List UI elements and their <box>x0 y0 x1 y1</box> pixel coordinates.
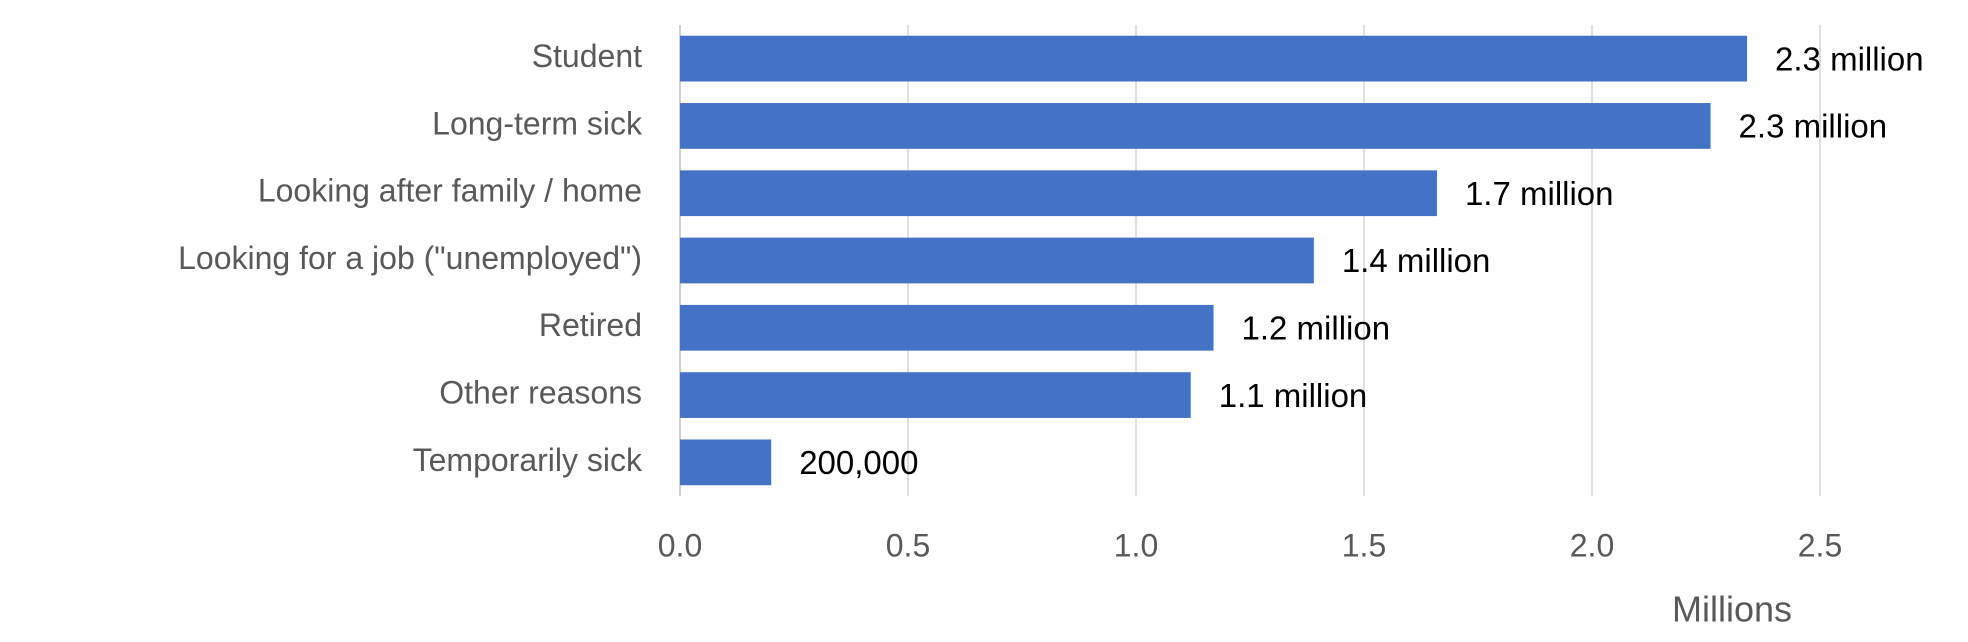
x-tick-label: 0.0 <box>658 527 702 563</box>
value-label: 1.1 million <box>1219 377 1368 414</box>
x-tick-label: 2.0 <box>1570 527 1614 563</box>
x-tick-label: 1.0 <box>1114 527 1158 563</box>
category-label: Looking after family / home <box>258 173 642 209</box>
bar <box>680 237 1314 284</box>
x-axis-label: Millions <box>1672 589 1792 630</box>
category-label: Looking for a job ("unemployed") <box>178 240 642 276</box>
value-label: 1.2 million <box>1242 310 1391 347</box>
x-tick-label: 1.5 <box>1342 527 1386 563</box>
bar <box>680 304 1214 351</box>
value-label: 200,000 <box>799 444 918 481</box>
category-label: Temporarily sick <box>413 442 643 478</box>
bar <box>680 35 1748 82</box>
category-label: Student <box>532 38 642 74</box>
bar <box>680 439 772 486</box>
category-label: Retired <box>539 307 642 343</box>
x-tick-label: 0.5 <box>886 527 930 563</box>
x-tick-label: 2.5 <box>1798 527 1842 563</box>
category-label: Other reasons <box>439 375 642 411</box>
value-label: 1.7 million <box>1465 175 1614 212</box>
bar <box>680 103 1711 149</box>
value-label: 2.3 million <box>1775 40 1924 77</box>
category-label: Long-term sick <box>432 105 643 141</box>
bar <box>680 170 1437 217</box>
value-label: 1.4 million <box>1342 242 1491 279</box>
value-label: 2.3 million <box>1739 108 1888 145</box>
bar <box>680 372 1191 418</box>
